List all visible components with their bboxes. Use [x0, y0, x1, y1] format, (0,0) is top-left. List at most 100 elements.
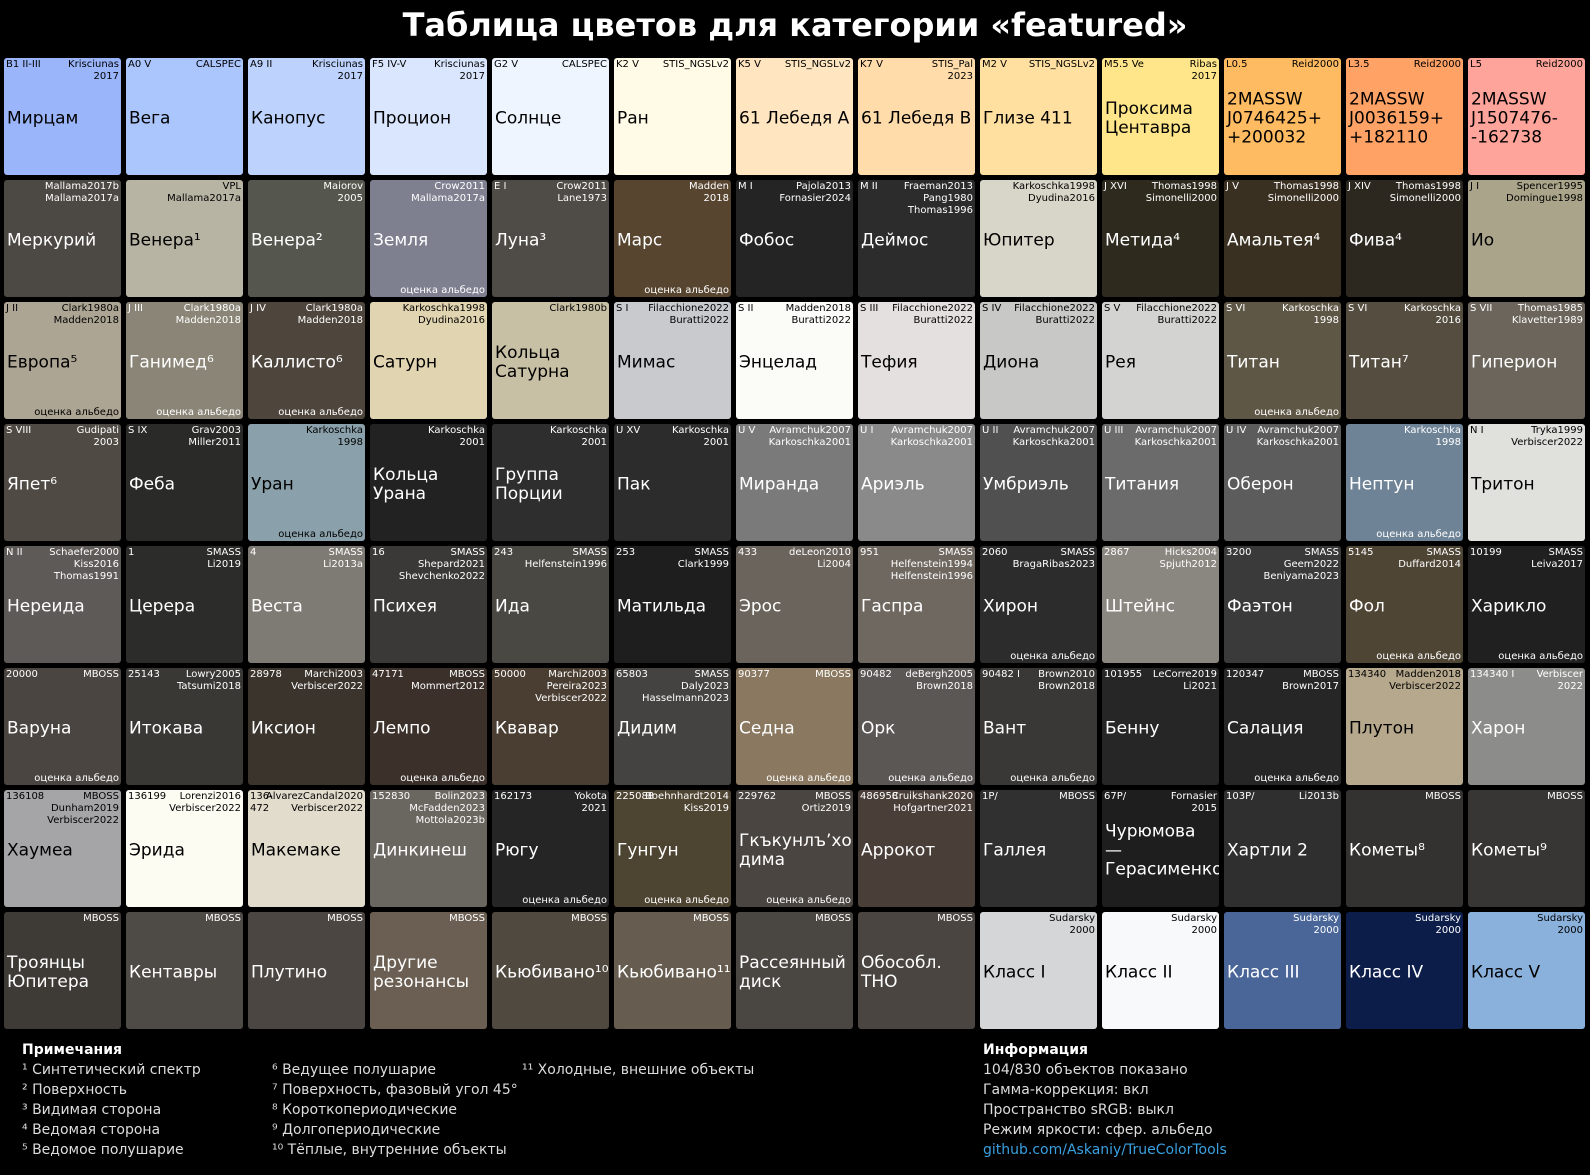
tile-reference: MBOSS — [449, 913, 485, 924]
color-tile: S VI Karkoschka 1998 Титан оценка альбедо — [1224, 302, 1341, 419]
color-tile: MBOSS Обособл. ТНО — [858, 912, 975, 1029]
tile-reference: Marchi2003 Verbiscer2022 — [291, 669, 363, 692]
tile-reference: Ribas 2017 — [1189, 59, 1217, 82]
info-line: Режим яркости: сфер. альбедо — [983, 1122, 1213, 1138]
tile-tag: S I — [616, 303, 629, 314]
tile-name: Иксион — [251, 718, 316, 738]
color-tile: Sudarsky 2000 Класс II — [1102, 912, 1219, 1029]
tile-tag: 134340 — [1348, 669, 1387, 680]
tile-reference: Crow2011 Mallama2017a — [411, 181, 485, 204]
tile-reference: Karkoschka1998 Dyudina2016 — [1012, 181, 1095, 204]
tile-tag: M5.5 Ve — [1104, 59, 1144, 70]
tile-reference: Fornasier 2015 — [1170, 791, 1217, 814]
tile-name: 2MASSW J0036159+ +182110 — [1349, 89, 1444, 147]
color-tile: VPL Mallama2017a Венера¹ — [126, 180, 243, 297]
tile-name: Тритон — [1471, 474, 1535, 494]
color-tile: Karkoschka1998 Dyudina2016 Юпитер — [980, 180, 1097, 297]
color-tile: MBOSS Кометы⁹ — [1468, 790, 1585, 907]
color-tile: MBOSS Плутино — [248, 912, 365, 1029]
tile-note: оценка альбедо — [34, 773, 119, 784]
notes-heading: Примечания — [22, 1042, 123, 1058]
tile-reference: Clark1980a Madden2018 — [297, 303, 363, 326]
color-tile: 4 SMASS Li2013a Веста — [248, 546, 365, 663]
tile-tag: 229762 — [738, 791, 777, 802]
tile-name: Другие резонансы — [373, 952, 470, 992]
color-tile: L3.5 Reid2000 2MASSW J0036159+ +182110 — [1346, 58, 1463, 175]
tile-note: оценка альбедо — [1254, 773, 1339, 784]
tile-note: оценка альбедо — [278, 529, 363, 540]
tile-reference: Karkoschka 2001 — [550, 425, 607, 448]
tile-tag: 1 — [128, 547, 135, 558]
color-tile: 20000 MBOSS Варуна оценка альбедо — [4, 668, 121, 785]
tile-name: Ганимед⁶ — [129, 352, 214, 372]
tile-name: 2MASSW J1507476- -162738 — [1471, 89, 1558, 147]
color-tile: Sudarsky 2000 Класс I — [980, 912, 1097, 1029]
tile-tag: S VII — [1470, 303, 1493, 314]
tile-tag: 152830 — [372, 791, 411, 802]
tile-reference: Karkoschka 1998 — [1282, 303, 1339, 326]
color-tile: 243 SMASS Helfenstein1996 Ида — [492, 546, 609, 663]
tile-name: Группа Порции — [495, 464, 563, 504]
info-heading: Информация — [983, 1042, 1088, 1058]
color-tile: S VII Thomas1985 Klavetter1989 Гиперион — [1468, 302, 1585, 419]
tile-name: Эрида — [129, 840, 185, 860]
tile-name: Земля — [373, 230, 429, 250]
tile-note: оценка альбедо — [1010, 651, 1095, 662]
tile-tag: J XIV — [1348, 181, 1371, 192]
info-link[interactable]: github.com/Askaniy/TrueColorTools — [983, 1142, 1227, 1158]
note-item: ⁹ Долгопериодические — [272, 1122, 441, 1138]
tile-name: Рюгу — [495, 840, 539, 860]
tile-name: Мирцам — [7, 108, 79, 128]
color-tile: A9 II Krisciunas 2017 Канопус — [248, 58, 365, 175]
color-tile: MBOSS Кьюбивано¹⁰ — [492, 912, 609, 1029]
color-tile: 225088 Boehnhardt2014 Kiss2019 Гунгун оценк… — [614, 790, 731, 907]
tile-reference: MBOSS — [693, 913, 729, 924]
tile-reference: MBOSS — [815, 913, 851, 924]
tile-reference: MBOSS — [1425, 791, 1461, 802]
info: Информация 104/830 объектов показано Гамм… — [983, 1040, 1227, 1160]
tile-tag: L5 — [1470, 59, 1482, 70]
tile-tag: 253 — [616, 547, 636, 558]
tile-name: Фаэтон — [1227, 596, 1293, 616]
tile-reference: MBOSS — [205, 913, 241, 924]
tile-reference: Filacchione2022 Buratti2022 — [892, 303, 973, 326]
tile-name: Фива⁴ — [1349, 230, 1402, 250]
color-tile: M5.5 Ve Ribas 2017 Проксима Центавра — [1102, 58, 1219, 175]
tile-name: Хирон — [983, 596, 1039, 616]
tile-reference: deBergh2005 Brown2018 — [905, 669, 973, 692]
note-item: ² Поверхность — [22, 1082, 128, 1098]
tile-tag: 16 — [372, 547, 385, 558]
color-tile: 28978 Marchi2003 Verbiscer2022 Иксион — [248, 668, 365, 785]
tile-name: Церера — [129, 596, 196, 616]
tile-reference: MBOSS — [1059, 791, 1095, 802]
tile-tag: 47171 — [372, 669, 404, 680]
tile-reference: Clark1980a Madden2018 — [175, 303, 241, 326]
tile-tag: 10199 — [1470, 547, 1502, 558]
tile-name: Гунгун — [617, 840, 679, 860]
tile-tag: 90377 — [738, 669, 770, 680]
tile-tag: L3.5 — [1348, 59, 1370, 70]
tile-tag: 4 — [250, 547, 257, 558]
color-tile: L5 Reid2000 2MASSW J1507476- -162738 — [1468, 58, 1585, 175]
tile-name: Чурюмова — Герасименко — [1105, 821, 1219, 879]
color-tile: G2 V CALSPEC Солнце — [492, 58, 609, 175]
tile-name: Титан⁷ — [1349, 352, 1409, 372]
tile-tag: K2 V — [616, 59, 639, 70]
tile-note: оценка альбедо — [1376, 529, 1461, 540]
color-tile: N II Schaefer2000 Kiss2016 Thomas1991 Нере… — [4, 546, 121, 663]
color-tile: MBOSS Кьюбивано¹¹ — [614, 912, 731, 1029]
tile-name: Плутино — [251, 962, 328, 982]
info-line: 104/830 объектов показано — [983, 1062, 1188, 1078]
tile-reference: Hicks2004 Spjuth2012 — [1159, 547, 1217, 570]
color-tile: S V Filacchione2022 Buratti2022 Рея — [1102, 302, 1219, 419]
tile-name: Титания — [1105, 474, 1180, 494]
color-tile: 50000 Marchi2003 Pereira2023 Verbiscer202… — [492, 668, 609, 785]
tile-name: Динкинеш — [373, 840, 467, 860]
note-item: ⁶ Ведущее полушарие — [272, 1062, 437, 1078]
tile-tag: 28978 — [250, 669, 282, 680]
tile-name: Вант — [983, 718, 1027, 738]
tile-reference: Lowry2005 Tatsumi2018 — [176, 669, 241, 692]
color-tile: MBOSS Рассеянный диск — [736, 912, 853, 1029]
tile-reference: STIS_NGSLv2 — [784, 59, 851, 70]
tile-note: оценка альбедо — [766, 895, 851, 906]
